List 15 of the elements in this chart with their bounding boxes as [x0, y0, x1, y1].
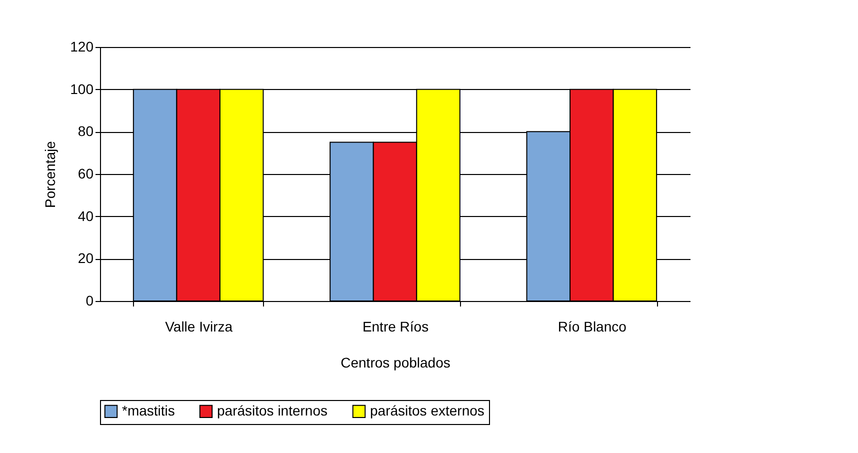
x-tick-label: Río Blanco: [558, 318, 627, 334]
x-axis-title: Centros poblados: [340, 354, 450, 370]
x-tick-label: Entre Ríos: [362, 318, 429, 334]
y-tick-label: 100: [70, 80, 94, 97]
y-tick-label: 40: [78, 208, 94, 224]
legend-label: parásitos externos: [370, 402, 484, 418]
y-tick-label: 20: [78, 250, 94, 266]
y-tick-label: 120: [70, 38, 94, 54]
y-tick-label: 80: [78, 123, 94, 140]
legend-label: parásitos internos: [217, 402, 328, 418]
y-tick-label: 60: [78, 166, 94, 182]
x-tick-label: Valle Ivirza: [165, 318, 233, 334]
y-tick-label: 0: [86, 292, 94, 308]
y-axis-title: Porcentaje: [42, 140, 58, 208]
legend-label: *mastitis: [122, 402, 175, 418]
